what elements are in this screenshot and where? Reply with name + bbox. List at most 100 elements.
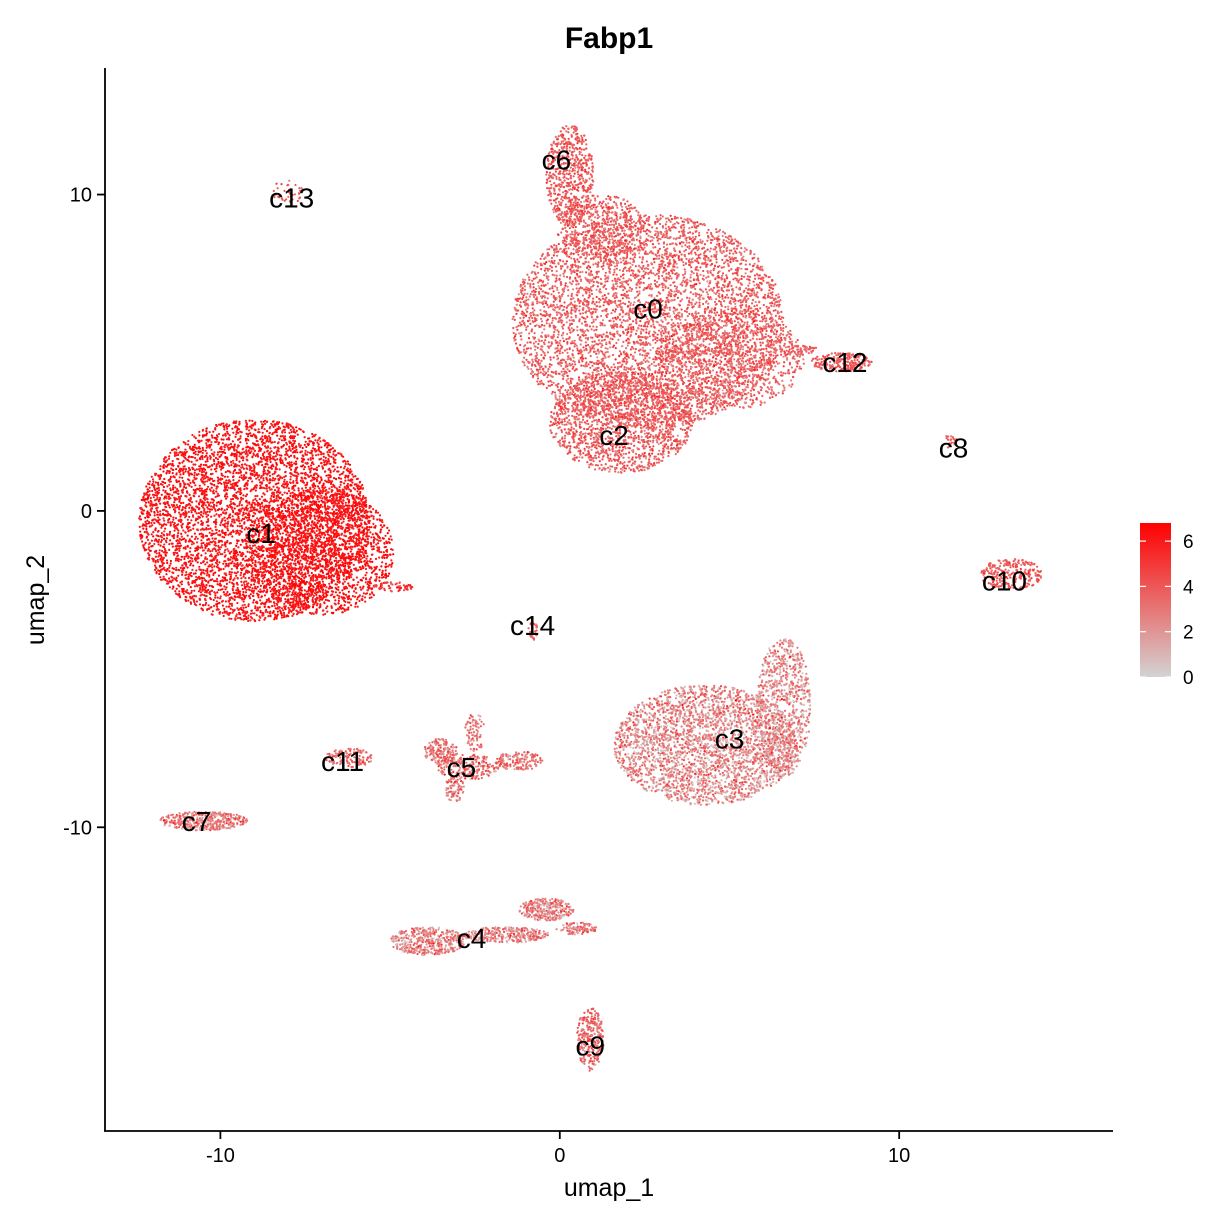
cell-point bbox=[317, 454, 319, 456]
cell-point bbox=[354, 542, 356, 544]
cell-point bbox=[284, 479, 286, 481]
cell-point bbox=[209, 511, 211, 513]
cell-point bbox=[277, 606, 279, 608]
cell-point bbox=[263, 590, 265, 592]
cell-point bbox=[210, 570, 212, 572]
cell-point bbox=[189, 597, 191, 599]
cell-point bbox=[339, 486, 341, 488]
cell-point bbox=[217, 482, 219, 484]
cell-point bbox=[195, 576, 197, 578]
cell-point bbox=[291, 559, 293, 561]
cell-point bbox=[246, 563, 248, 565]
cell-point bbox=[274, 614, 276, 616]
cell-point bbox=[180, 521, 182, 523]
cell-point bbox=[312, 454, 314, 456]
cell-point bbox=[224, 476, 226, 478]
cell-point bbox=[325, 586, 327, 588]
cell-point bbox=[261, 580, 263, 582]
cell-point bbox=[199, 598, 201, 600]
cell-point bbox=[232, 432, 234, 434]
cell-point bbox=[362, 487, 364, 489]
cell-point bbox=[231, 508, 233, 510]
cell-point bbox=[271, 605, 273, 607]
cell-point bbox=[154, 512, 156, 514]
cell-point bbox=[254, 607, 256, 609]
cell-point bbox=[288, 456, 290, 458]
cell-point bbox=[235, 472, 237, 474]
cell-point bbox=[243, 488, 245, 490]
cell-point bbox=[270, 498, 272, 500]
cell-point bbox=[293, 489, 295, 491]
cell-point bbox=[205, 464, 207, 466]
cell-point bbox=[186, 490, 188, 492]
cell-point bbox=[193, 452, 195, 454]
cell-point bbox=[153, 522, 155, 524]
cell-point bbox=[349, 471, 351, 473]
cell-point bbox=[276, 603, 278, 605]
cell-point bbox=[328, 488, 330, 490]
cell-point bbox=[220, 546, 222, 548]
cell-point bbox=[235, 433, 237, 435]
cell-point bbox=[265, 440, 267, 442]
cell-point bbox=[223, 428, 225, 430]
cell-point bbox=[257, 503, 259, 505]
cell-point bbox=[263, 468, 265, 470]
cell-point bbox=[239, 502, 241, 504]
cell-point bbox=[290, 469, 292, 471]
cell-point bbox=[263, 458, 265, 460]
cell-point bbox=[178, 501, 180, 503]
cell-point bbox=[191, 590, 193, 592]
cell-point bbox=[170, 515, 172, 517]
cell-point bbox=[179, 470, 181, 472]
cell-point bbox=[300, 472, 302, 474]
cell-point bbox=[273, 500, 275, 502]
cell-point bbox=[219, 534, 221, 536]
cell-point bbox=[255, 509, 257, 511]
cell-point bbox=[311, 461, 313, 463]
cell-point bbox=[183, 468, 185, 470]
cell-point bbox=[248, 588, 250, 590]
cell-point bbox=[236, 485, 238, 487]
cell-point bbox=[194, 550, 196, 552]
cell-point bbox=[153, 487, 155, 489]
cell-point bbox=[189, 482, 191, 484]
cell-point bbox=[168, 570, 170, 572]
cell-point bbox=[142, 496, 144, 498]
cell-point bbox=[249, 619, 251, 621]
cell-point bbox=[159, 510, 161, 512]
cell-point bbox=[208, 576, 210, 578]
cell-point bbox=[311, 576, 313, 578]
cell-point bbox=[331, 587, 333, 589]
cell-point bbox=[357, 485, 359, 487]
cell-point bbox=[321, 534, 323, 536]
cell-point bbox=[170, 560, 172, 562]
cell-point bbox=[226, 591, 228, 593]
cell-point bbox=[357, 560, 359, 562]
cell-point bbox=[208, 503, 210, 505]
cell-point bbox=[265, 457, 267, 459]
cell-point bbox=[270, 549, 272, 551]
cell-point bbox=[289, 498, 291, 500]
cell-point bbox=[277, 494, 279, 496]
cell-point bbox=[201, 586, 203, 588]
cell-point bbox=[213, 484, 215, 486]
cell-point bbox=[283, 481, 285, 483]
cell-point bbox=[159, 558, 161, 560]
cell-point bbox=[197, 561, 199, 563]
cell-point bbox=[183, 593, 185, 595]
cell-point bbox=[274, 489, 276, 491]
cell-point bbox=[242, 604, 244, 606]
cell-point bbox=[234, 443, 236, 445]
cell-point bbox=[163, 478, 165, 480]
cell-point bbox=[203, 508, 205, 510]
cell-point bbox=[215, 470, 217, 472]
cell-point bbox=[314, 472, 316, 474]
cell-point bbox=[214, 597, 216, 599]
cell-point bbox=[312, 486, 314, 488]
cell-point bbox=[230, 483, 232, 485]
cell-point bbox=[159, 499, 161, 501]
cell-point bbox=[302, 544, 304, 546]
cell-point bbox=[321, 506, 323, 508]
cell-point bbox=[223, 434, 225, 436]
cell-point bbox=[219, 582, 221, 584]
